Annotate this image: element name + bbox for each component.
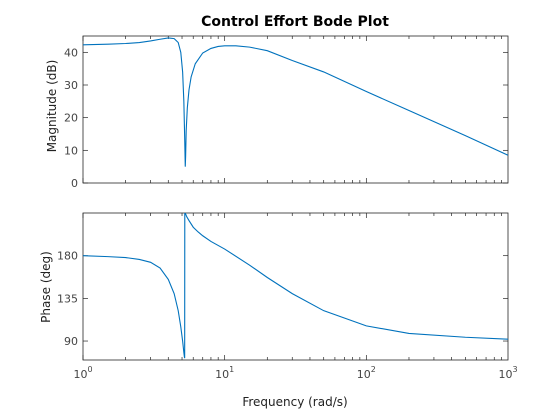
chart-title: Control Effort Bode Plot xyxy=(201,14,389,30)
axes-box xyxy=(82,212,509,361)
y-tick-label: 20 xyxy=(64,112,78,125)
magnitude-panel: 0 10 20 30 40 xyxy=(64,35,509,190)
x-tick-label: 103 xyxy=(498,365,517,381)
y-tick-label: 135 xyxy=(57,292,78,305)
x-tick-label: 101 xyxy=(215,365,234,381)
y-tick-label: 90 xyxy=(64,335,78,348)
y-tick-label: 40 xyxy=(64,46,78,59)
y-tick-label: 10 xyxy=(64,144,78,157)
phase-series-line xyxy=(83,213,508,359)
y-tick-label: 180 xyxy=(57,250,78,263)
magnitude-axis-label: Magnitude (dB) xyxy=(45,60,59,153)
magnitude-series-line xyxy=(83,37,508,167)
frequency-axis-label: Frequency (rad/s) xyxy=(242,395,347,409)
phase-axis-label: Phase (deg) xyxy=(39,251,53,323)
phase-panel: 90 135 180 100 101 102 103 xyxy=(57,212,518,381)
axes-box xyxy=(82,35,509,184)
y-tick-label: 30 xyxy=(64,79,78,92)
y-tick-label: 0 xyxy=(71,177,78,190)
x-tick-label: 102 xyxy=(357,365,376,381)
x-tick-label: 100 xyxy=(73,365,92,381)
